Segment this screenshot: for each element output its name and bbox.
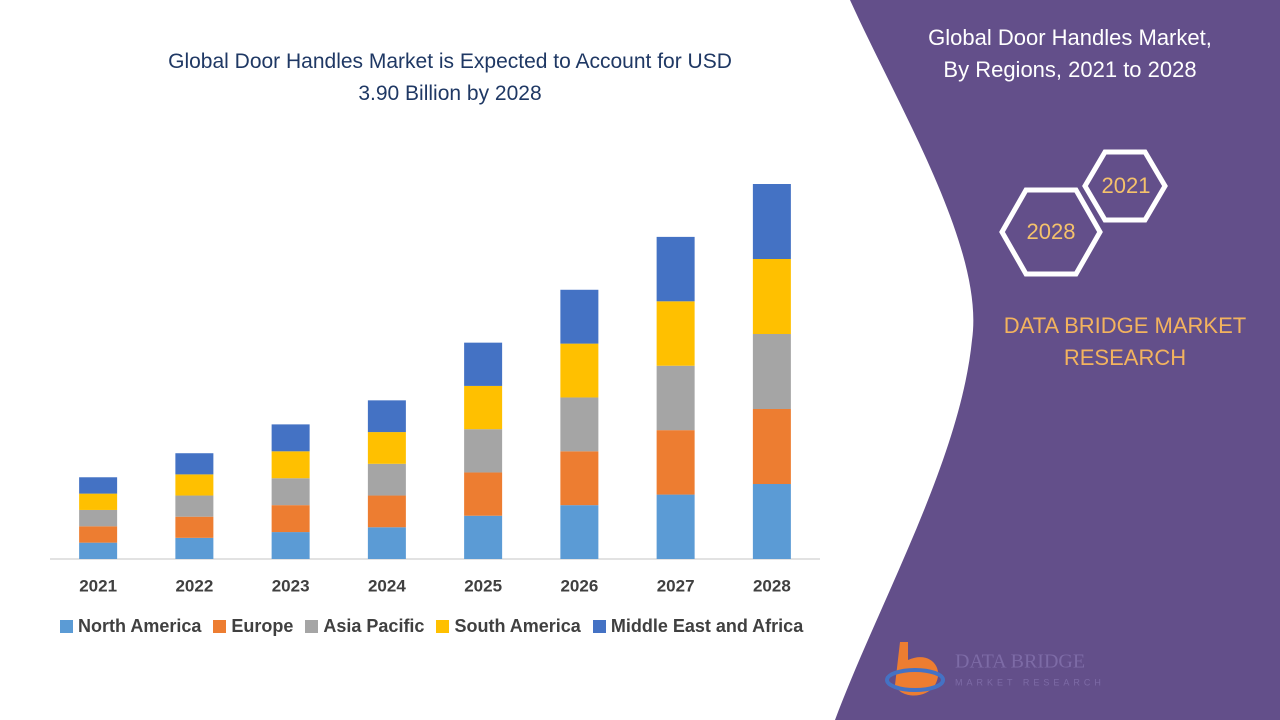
legend-swatch [60, 620, 73, 633]
side-panel [835, 0, 1280, 720]
bar-segment [560, 505, 599, 559]
panel-title-line: Global Door Handles Market, [928, 25, 1212, 50]
legend-item: Middle East and Africa [592, 616, 804, 637]
bar-segment [560, 289, 599, 344]
bar-segment [464, 515, 503, 559]
hex-label: 2021 [1102, 173, 1151, 198]
bar-segment [560, 343, 599, 398]
logo: DATA BRIDGE MARKET RESEARCH [885, 642, 1105, 696]
chart-title: Global Door Handles Market is Expected t… [168, 50, 732, 105]
bar-segment [79, 526, 118, 543]
bar-segment [560, 397, 599, 452]
bar-segment [79, 509, 118, 527]
bar-segment [752, 334, 791, 409]
legend-label: Asia Pacific [323, 616, 425, 636]
bar-segment [656, 236, 695, 302]
legend-item: Europe [213, 616, 293, 637]
logo-name: DATA BRIDGE [955, 651, 1085, 673]
bar-segment [464, 342, 503, 386]
bar-segment [175, 474, 214, 496]
hex-label: 2028 [1027, 219, 1076, 244]
x-tick-label: 2028 [753, 576, 791, 595]
brand: DATA BRIDGE MARKET RESEARCH [1003, 313, 1247, 370]
bar-segment [752, 409, 791, 484]
bar-segment [656, 301, 695, 366]
bar-segment [367, 527, 406, 559]
x-tick-label: 2021 [79, 576, 117, 595]
bar-segment [656, 494, 695, 559]
bar-segment [656, 365, 695, 431]
bar-segment [752, 259, 791, 334]
bar-segment [367, 495, 406, 528]
bar-segment [175, 453, 214, 475]
bar-segment [271, 424, 310, 452]
hexagon [1082, 149, 1168, 223]
bar-segment [560, 451, 599, 506]
legend-item: Asia Pacific [305, 616, 424, 637]
panel-title-line: By Regions, 2021 to 2028 [943, 57, 1197, 82]
bar-segment [752, 184, 791, 259]
bar-segment [464, 472, 503, 516]
x-tick-label: 2025 [464, 576, 502, 595]
bar-segment [271, 451, 310, 479]
bar-segment [367, 400, 406, 433]
x-tick-label: 2024 [368, 576, 406, 595]
logo-tagline: MARKET RESEARCH [955, 677, 1105, 687]
legend-item: North America [60, 616, 201, 637]
legend-label: North America [78, 616, 202, 636]
bar-segment [79, 493, 118, 510]
bar-segment [79, 542, 118, 559]
legend: North America Europe Asia Pacific South Ame… [60, 616, 803, 637]
bar-segment [752, 484, 791, 559]
bar-segment [464, 385, 503, 430]
x-tick-label: 2023 [272, 576, 310, 595]
x-tick-label: 2026 [560, 576, 598, 595]
bar-segment [271, 532, 310, 559]
legend-swatch [436, 620, 450, 633]
legend-swatch [592, 620, 606, 633]
bar-segment [367, 432, 406, 464]
bar-segment [175, 495, 214, 517]
bar-segment [367, 463, 406, 496]
legend-label: Middle East and Africa [610, 616, 804, 636]
bar-segment [271, 478, 310, 506]
legend-label: Europe [231, 616, 294, 636]
bar-segment [79, 477, 118, 494]
legend-swatch [305, 620, 319, 633]
bar-segment [464, 429, 503, 473]
panel-title: Global Door Handles Market, By Regions, … [880, 22, 1260, 86]
bar-segment [271, 505, 310, 533]
logo-swirl [885, 668, 945, 692]
bar-segment [175, 516, 214, 538]
bar-segment [656, 430, 695, 495]
x-tick-label: 2022 [175, 576, 213, 595]
legend-label: South America [454, 616, 581, 636]
bar-segment [175, 537, 214, 559]
legend-swatch [213, 620, 227, 633]
hexagon [999, 187, 1103, 277]
legend-item: South America [436, 616, 581, 637]
x-tick-label: 2027 [657, 576, 695, 595]
